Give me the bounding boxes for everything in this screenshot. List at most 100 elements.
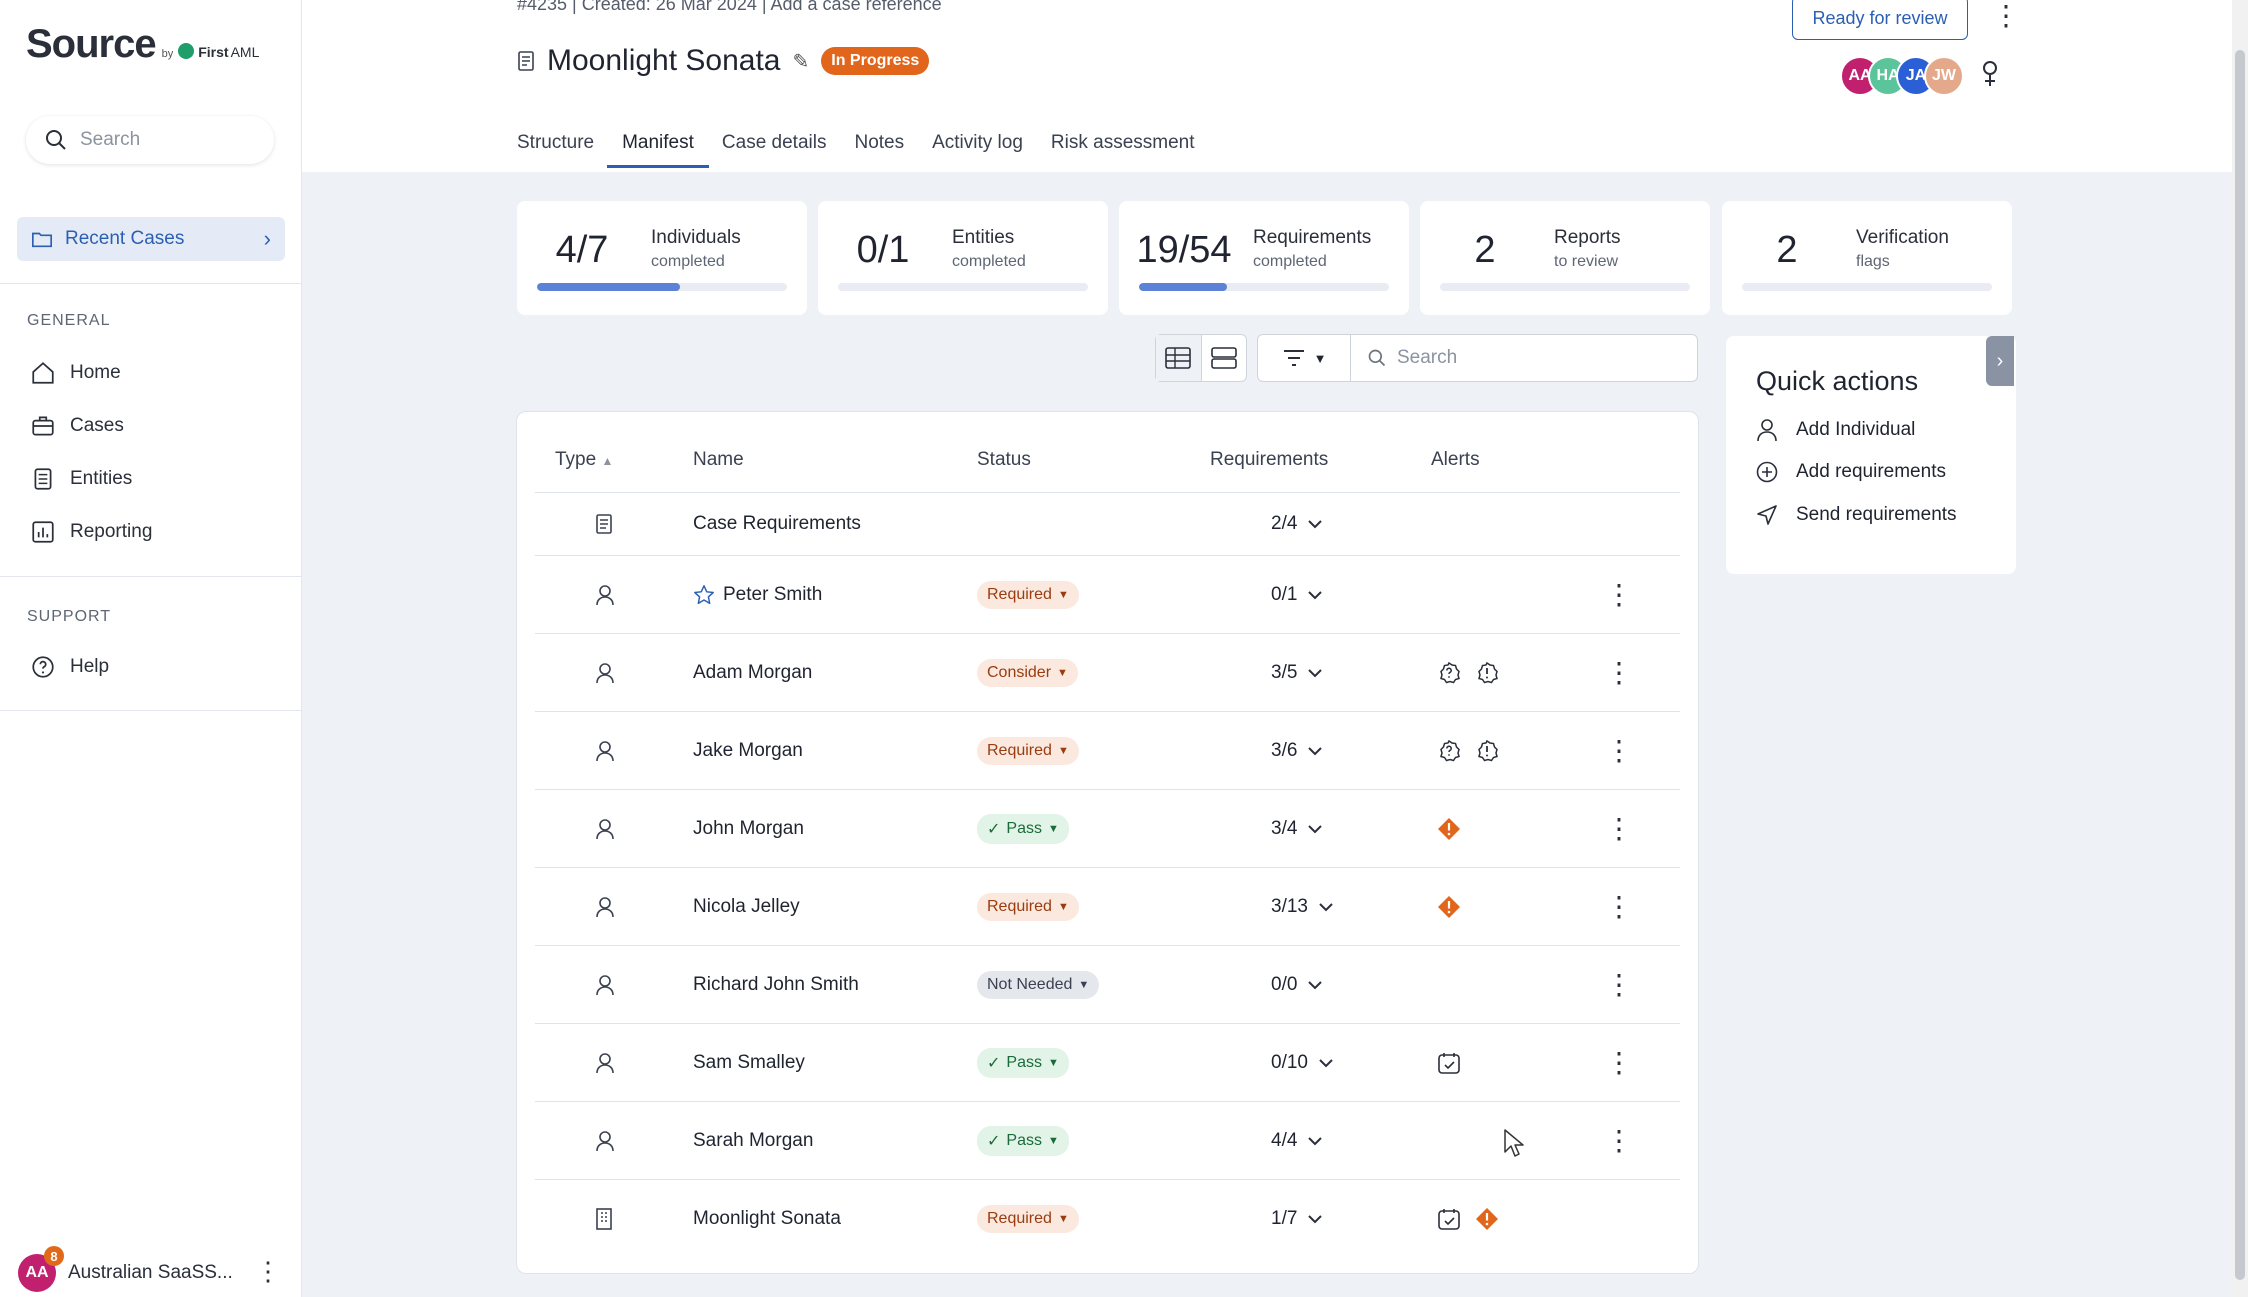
account-more-icon[interactable]: ⋮ (255, 1256, 281, 1286)
edit-title-icon[interactable]: ✎ (792, 50, 810, 73)
risk-flag-icon[interactable] (1437, 817, 1461, 841)
filter-button[interactable]: ▼ (1257, 334, 1351, 382)
stat-card-reports[interactable]: 2 Reports to review (1420, 201, 1710, 315)
stat-card-entities[interactable]: 0/1 Entities completed (818, 201, 1108, 315)
account-switcher[interactable]: AA 8 Australian SaaSS... (18, 1246, 233, 1292)
stat-card-requirements[interactable]: 19/54 Requirements completed (1119, 201, 1409, 315)
column-header-status[interactable]: Status (977, 449, 1031, 470)
status-dropdown[interactable]: Required ▼ (977, 736, 1079, 765)
row-more-icon[interactable]: ⋮ (1605, 1124, 1633, 1156)
requirements-toggle[interactable]: 0/10 (1271, 1052, 1334, 1074)
row-name[interactable]: Sarah Morgan (693, 1130, 813, 1152)
table-view-button[interactable] (1156, 335, 1202, 381)
logo[interactable]: Source by First AML (26, 22, 259, 67)
column-header-alerts[interactable]: Alerts (1431, 449, 1480, 470)
row-name[interactable]: Case Requirements (693, 513, 861, 535)
row-name[interactable]: Moonlight Sonata (693, 1208, 841, 1230)
row-name[interactable]: John Morgan (693, 818, 804, 840)
table-row[interactable]: Sam Smalley ✓ Pass ▼ 0/10 ⋮ (535, 1023, 1680, 1101)
calendar-check-icon[interactable] (1437, 1051, 1461, 1075)
row-more-icon[interactable]: ⋮ (1605, 734, 1633, 766)
table-row[interactable]: Adam Morgan Consider ▼ 3/5 ⋮ (535, 633, 1680, 711)
requirements-toggle[interactable]: 0/1 (1271, 584, 1323, 606)
star-icon[interactable] (693, 584, 715, 606)
table-row[interactable]: Case Requirements 2/4 (535, 492, 1680, 555)
tab-manifest[interactable]: Manifest (607, 124, 709, 168)
row-name[interactable]: Nicola Jelley (693, 896, 800, 918)
exclamation-alert-icon[interactable] (1475, 739, 1499, 763)
tab-risk-assessment[interactable]: Risk assessment (1050, 132, 1195, 153)
row-more-icon[interactable]: ⋮ (1605, 578, 1633, 610)
scrollbar-thumb[interactable] (2235, 50, 2245, 1280)
exclamation-alert-icon[interactable] (1475, 661, 1499, 685)
row-name[interactable]: Adam Morgan (693, 662, 812, 684)
recent-cases-button[interactable]: Recent Cases › (17, 217, 285, 261)
requirements-toggle[interactable]: 0/0 (1271, 974, 1323, 996)
row-more-icon[interactable]: ⋮ (1605, 890, 1633, 922)
status-dropdown[interactable]: ✓ Pass ▼ (977, 1047, 1069, 1078)
question-alert-icon[interactable] (1437, 739, 1461, 763)
sidebar-item-cases[interactable]: Cases (30, 413, 124, 439)
risk-flag-icon[interactable] (1475, 1207, 1499, 1231)
requirements-toggle[interactable]: 3/4 (1271, 818, 1323, 840)
sidebar-search-input[interactable] (80, 129, 260, 151)
tab-notes[interactable]: Notes (854, 132, 905, 153)
card-view-button[interactable] (1202, 335, 1247, 381)
sidebar-item-home[interactable]: Home (30, 360, 121, 386)
more-options-icon[interactable]: ⋮ (1992, 0, 2020, 31)
status-dropdown[interactable]: Required ▼ (977, 580, 1079, 609)
table-search[interactable] (1350, 334, 1698, 382)
requirements-toggle[interactable]: 3/13 (1271, 896, 1334, 918)
requirements-toggle[interactable]: 3/6 (1271, 740, 1323, 762)
table-row[interactable]: Sarah Morgan ✓ Pass ▼ 4/4 ⋮ (535, 1101, 1680, 1179)
sidebar-item-help[interactable]: Help (30, 654, 109, 680)
column-header-name[interactable]: Name (693, 449, 744, 470)
tab-activity-log[interactable]: Activity log (932, 132, 1023, 153)
table-row[interactable]: Peter Smith Required ▼ 0/1 ⋮ (535, 555, 1680, 633)
row-more-icon[interactable]: ⋮ (1605, 1046, 1633, 1078)
toggle-quick-actions-button[interactable]: › (1986, 336, 2014, 386)
status-dropdown[interactable]: Not Needed ▼ (977, 970, 1100, 999)
table-row[interactable]: Nicola Jelley Required ▼ 3/13 ⋮ (535, 867, 1680, 945)
table-row[interactable]: Moonlight Sonata Required ▼ 1/7 (535, 1179, 1680, 1257)
add-individual-button[interactable]: Add Individual (1756, 418, 1915, 442)
add-requirements-button[interactable]: Add requirements (1756, 461, 1946, 483)
assignee-avatars[interactable]: AA HA JA JW (1840, 56, 1964, 96)
risk-flag-icon[interactable] (1437, 895, 1461, 919)
tab-structure[interactable]: Structure (517, 132, 595, 153)
scrollbar[interactable] (2232, 0, 2248, 1297)
stat-card-verification[interactable]: 2 Verification flags (1722, 201, 2012, 315)
row-name[interactable]: Sam Smalley (693, 1052, 805, 1074)
status-dropdown[interactable]: Consider ▼ (977, 658, 1078, 687)
stat-card-individuals[interactable]: 4/7 Individuals completed (517, 201, 807, 315)
row-name[interactable]: Richard John Smith (693, 974, 859, 996)
assign-person-icon[interactable] (1978, 60, 2002, 88)
table-row[interactable]: John Morgan ✓ Pass ▼ 3/4 ⋮ (535, 789, 1680, 867)
sidebar-item-entities[interactable]: Entities (30, 466, 132, 492)
calendar-check-icon[interactable] (1437, 1207, 1461, 1231)
sidebar-item-reporting[interactable]: Reporting (30, 519, 152, 545)
column-header-requirements[interactable]: Requirements (1210, 449, 1329, 470)
row-name[interactable]: Peter Smith (693, 584, 822, 606)
table-search-input[interactable] (1397, 347, 1677, 369)
status-dropdown[interactable]: Required ▼ (977, 1204, 1079, 1233)
row-more-icon[interactable]: ⋮ (1605, 812, 1633, 844)
table-row[interactable]: Richard John Smith Not Needed ▼ 0/0 ⋮ (535, 945, 1680, 1023)
sidebar-search[interactable] (26, 116, 274, 164)
requirements-toggle[interactable]: 3/5 (1271, 662, 1323, 684)
table-row[interactable]: Jake Morgan Required ▼ 3/6 ⋮ (535, 711, 1680, 789)
row-name[interactable]: Jake Morgan (693, 740, 803, 762)
requirements-toggle[interactable]: 1/7 (1271, 1208, 1323, 1230)
column-header-type[interactable]: Type ▲ (555, 449, 613, 471)
status-dropdown[interactable]: Required ▼ (977, 892, 1079, 921)
tab-case-details[interactable]: Case details (721, 132, 827, 153)
row-more-icon[interactable]: ⋮ (1605, 968, 1633, 1000)
status-dropdown[interactable]: ✓ Pass ▼ (977, 1125, 1069, 1156)
ready-for-review-button[interactable]: Ready for review (1792, 0, 1968, 40)
status-dropdown[interactable]: ✓ Pass ▼ (977, 813, 1069, 844)
send-requirements-button[interactable]: Send requirements (1756, 504, 1957, 526)
requirements-toggle[interactable]: 2/4 (1271, 513, 1323, 535)
requirements-toggle[interactable]: 4/4 (1271, 1130, 1323, 1152)
question-alert-icon[interactable] (1437, 661, 1461, 685)
row-more-icon[interactable]: ⋮ (1605, 656, 1633, 688)
